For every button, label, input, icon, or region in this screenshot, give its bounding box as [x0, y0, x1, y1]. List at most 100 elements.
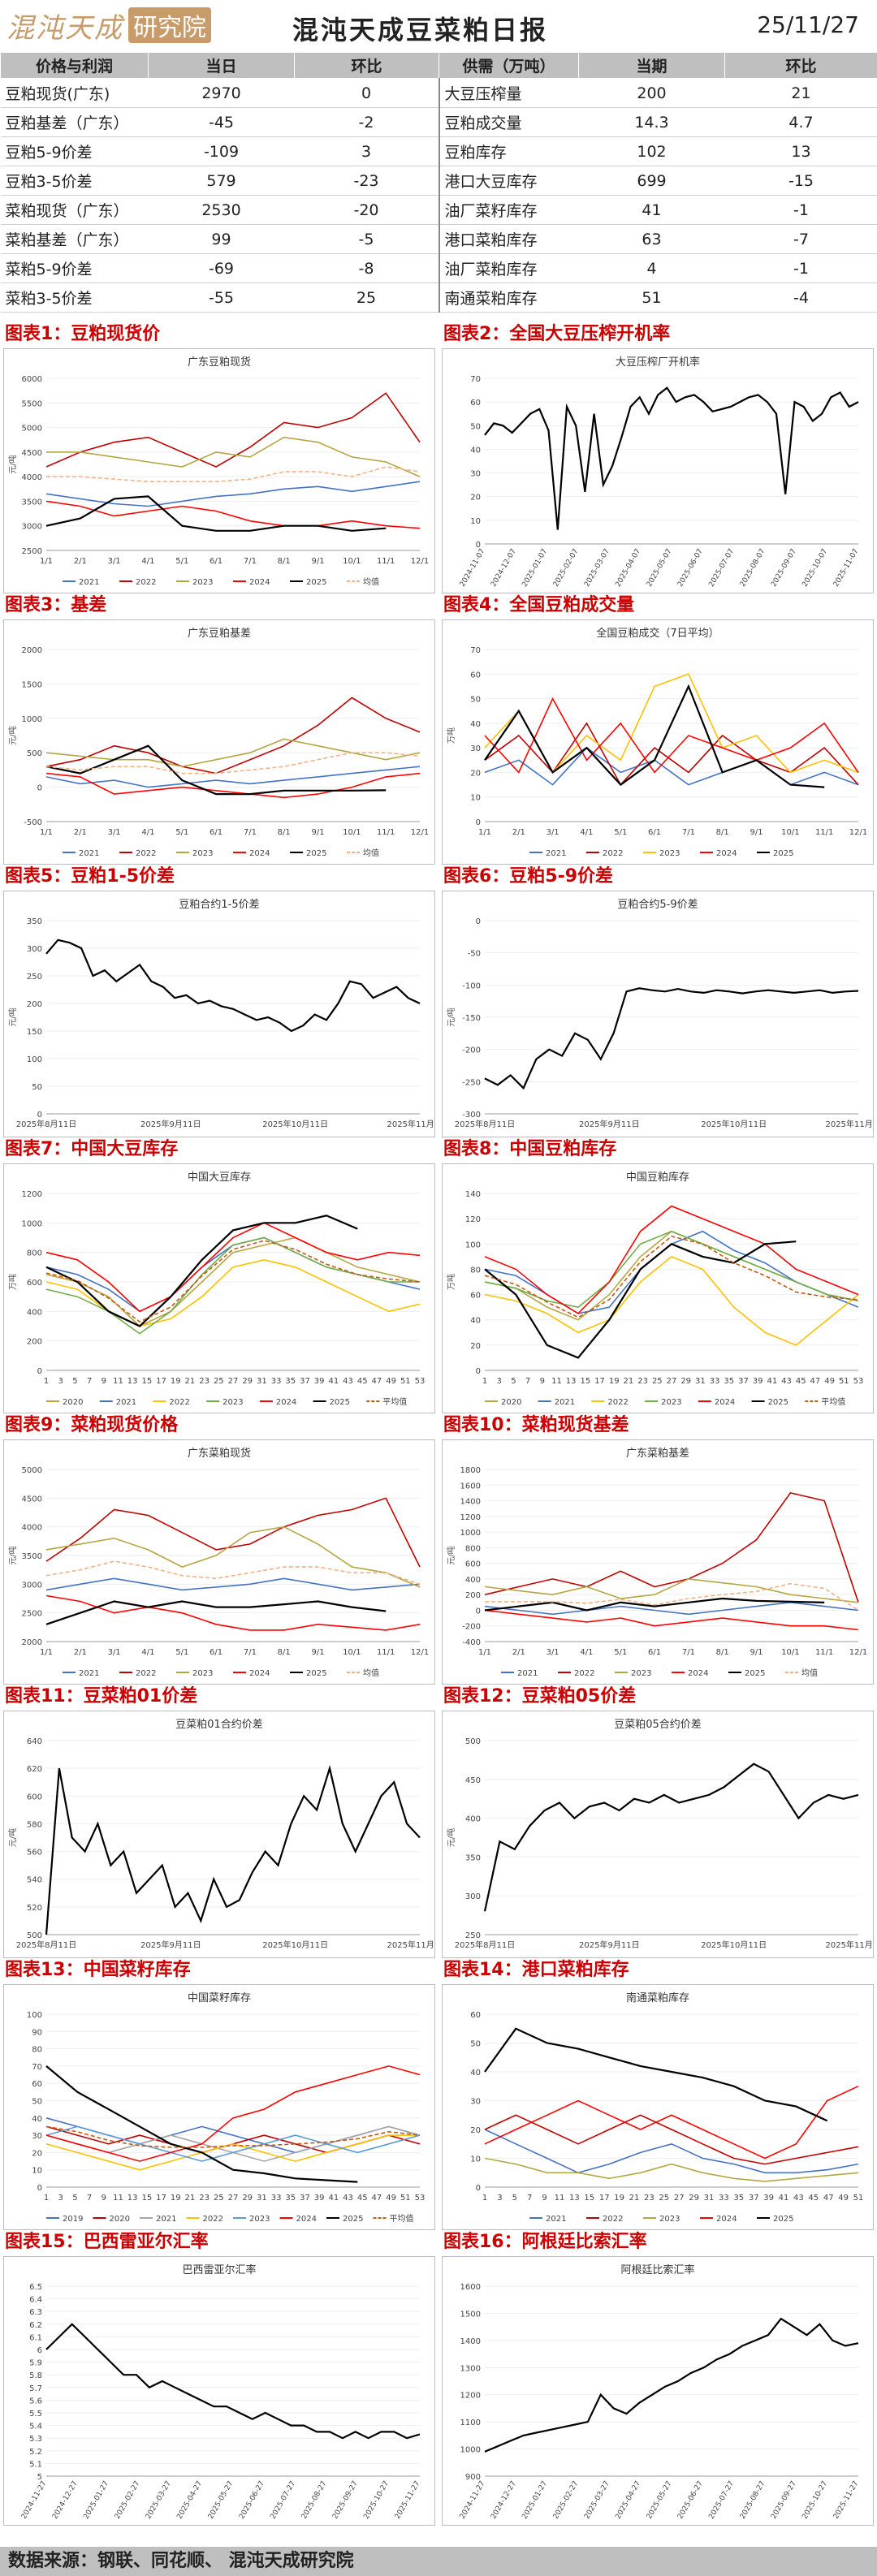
legend-label: 2024: [249, 578, 270, 587]
y-axis-label: 元/吨: [7, 1008, 18, 1026]
table-cell-lval: -109: [148, 136, 295, 166]
x-tick-label: 43: [343, 2194, 353, 2203]
x-tick-label: 35: [285, 1377, 296, 1386]
series-line-2023: [484, 1578, 859, 1603]
x-tick-label: 8/1: [716, 1648, 729, 1657]
x-tick-label: 11: [551, 1377, 562, 1386]
x-tick-label: 3: [58, 1377, 63, 1386]
x-tick-label: 49: [838, 2194, 849, 2203]
y-tick-label: 5.4: [29, 2423, 42, 2431]
x-tick-label: 2025-10-27: [362, 2480, 391, 2521]
series-line-main: [484, 386, 859, 530]
series-line-main: [484, 987, 859, 1090]
y-tick-label: 40: [470, 446, 481, 455]
x-tick-label: 2025-11-27: [394, 2480, 422, 2521]
y-tick-label: 4000: [22, 473, 42, 482]
x-tick-label: 2025年10月11日: [262, 1119, 328, 1129]
legend-label: 均值: [363, 1668, 379, 1678]
chart-label: 图表13：中国菜籽库存: [5, 1960, 191, 1980]
chart-label: 图表12：豆菜粕05价差: [443, 1686, 637, 1707]
x-tick-label: 2025-06-07: [676, 548, 705, 589]
y-tick-label: 40: [470, 1317, 481, 1326]
y-tick-label: 50: [470, 422, 481, 431]
x-tick-label: 9: [102, 2194, 106, 2203]
x-tick-label: 15: [584, 2194, 594, 2203]
header-period: 当期: [578, 52, 725, 79]
y-tick-label: 300: [27, 945, 42, 954]
x-tick-label: 19: [171, 1377, 181, 1386]
x-tick-label: 2025-11-27: [832, 2480, 861, 2521]
x-tick-label: 7: [527, 2194, 532, 2203]
series-line-2023: [45, 2125, 421, 2162]
x-tick-label: 13: [127, 1377, 138, 1386]
y-tick-label: -200: [462, 1623, 481, 1632]
x-tick-label: 3: [497, 1377, 502, 1386]
series-line-2023: [484, 1230, 859, 1308]
x-tick-label: 33: [271, 2194, 282, 2203]
table-cell-lval: 2530: [148, 195, 295, 225]
y-tick-label: 450: [465, 1776, 481, 1785]
table-cell-lchg: -23: [294, 166, 439, 196]
x-tick-label: 29: [689, 2194, 699, 2203]
y-tick-label: 0: [476, 541, 481, 550]
series-line-2022: [484, 1255, 859, 1346]
table-cell-lval: 579: [148, 166, 295, 196]
y-tick-label: 80: [470, 1266, 481, 1275]
legend-label: 2022: [169, 1398, 189, 1407]
x-tick-label: 12/1: [411, 557, 429, 566]
y-tick-label: 0: [476, 1607, 481, 1616]
series-line-2023: [484, 2157, 859, 2182]
table-cell-lname: 菜粕5-9价差: [0, 253, 149, 283]
table-cell-lname: 豆粕3-5价差: [0, 166, 149, 196]
legend-label: 平均值: [390, 2213, 414, 2224]
y-tick-label: 350: [27, 917, 42, 926]
table-cell-rchg: -15: [724, 166, 877, 196]
y-tick-label: 1000: [22, 715, 42, 724]
table-cell-lval: -69: [148, 253, 295, 283]
x-tick-label: 2025-04-07: [614, 548, 642, 589]
y-tick-label: 500: [27, 749, 42, 758]
chart-box: 南通菜粕库存 0 10 20 30 40 50 60 1 3 5 7 9 11 13 15 17 19 21 23 25…: [442, 1984, 874, 2230]
x-tick-label: 21: [629, 2194, 640, 2203]
legend-label: 均值: [801, 1668, 818, 1678]
x-tick-label: 5/1: [175, 828, 188, 837]
x-tick-label: 2025-09-27: [770, 2480, 798, 2521]
x-tick-label: 11/1: [377, 557, 395, 566]
legend-label: 2022: [574, 1669, 594, 1678]
y-axis-label: 元/吨: [7, 1828, 18, 1847]
series-line-2021: [45, 1577, 421, 1591]
x-tick-label: 2025年11月11日: [387, 1119, 434, 1129]
x-tick-label: 53: [415, 1377, 426, 1386]
y-tick-label: 1000: [460, 1529, 481, 1538]
series-line-2022: [484, 2114, 859, 2165]
table-cell-lname: 菜粕现货（广东）: [0, 195, 149, 225]
y-tick-label: 1200: [460, 1513, 481, 1522]
x-tick-label: 2024-12-27: [51, 2480, 80, 2521]
y-tick-label: 5.6: [29, 2397, 42, 2406]
header-change: 环比: [294, 52, 439, 79]
y-tick-label: 1200: [22, 1190, 42, 1199]
x-tick-label: 1: [44, 1377, 49, 1386]
x-tick-label: 47: [372, 2194, 382, 2203]
table-row: 豆粕基差（广东） -45 -2 豆粕成交量 14.3 4.7: [0, 107, 877, 137]
y-axis-label: 元/吨: [7, 455, 18, 473]
x-tick-label: 2025-10-07: [801, 548, 829, 589]
chart-title: 豆菜粕01合约价差: [175, 1719, 263, 1731]
line-chart: 阿根廷比索汇率 900 1000 1100 1200 1300 1400 1500 1600 20…: [459, 2263, 861, 2521]
legend-label: 2024: [276, 1398, 296, 1407]
x-tick-label: 25: [659, 2194, 669, 2203]
chart-section-1: 图表1：豆粕现货价 广东豆粕现货 元/吨 2500 3000 3500 4000 4500 50…: [0, 322, 438, 593]
series-line-2020: [45, 2125, 421, 2154]
legend-label: 2021: [116, 1398, 136, 1407]
x-tick-label: 39: [314, 1377, 325, 1386]
x-tick-label: 31: [695, 1377, 706, 1386]
x-tick-label: 37: [749, 2194, 759, 2203]
x-tick-label: 15: [141, 1377, 152, 1386]
x-tick-label: 37: [300, 1377, 310, 1386]
chart-section-14: 图表14：港口菜粕库存 南通菜粕库存 0 10 20 30 40 50 60 1 3 5 7 9 11 13 1…: [438, 1958, 877, 2230]
x-tick-label: 6/1: [210, 828, 222, 837]
chart-title: 广东豆粕基差: [188, 628, 251, 640]
y-tick-label: 0: [37, 2184, 42, 2193]
